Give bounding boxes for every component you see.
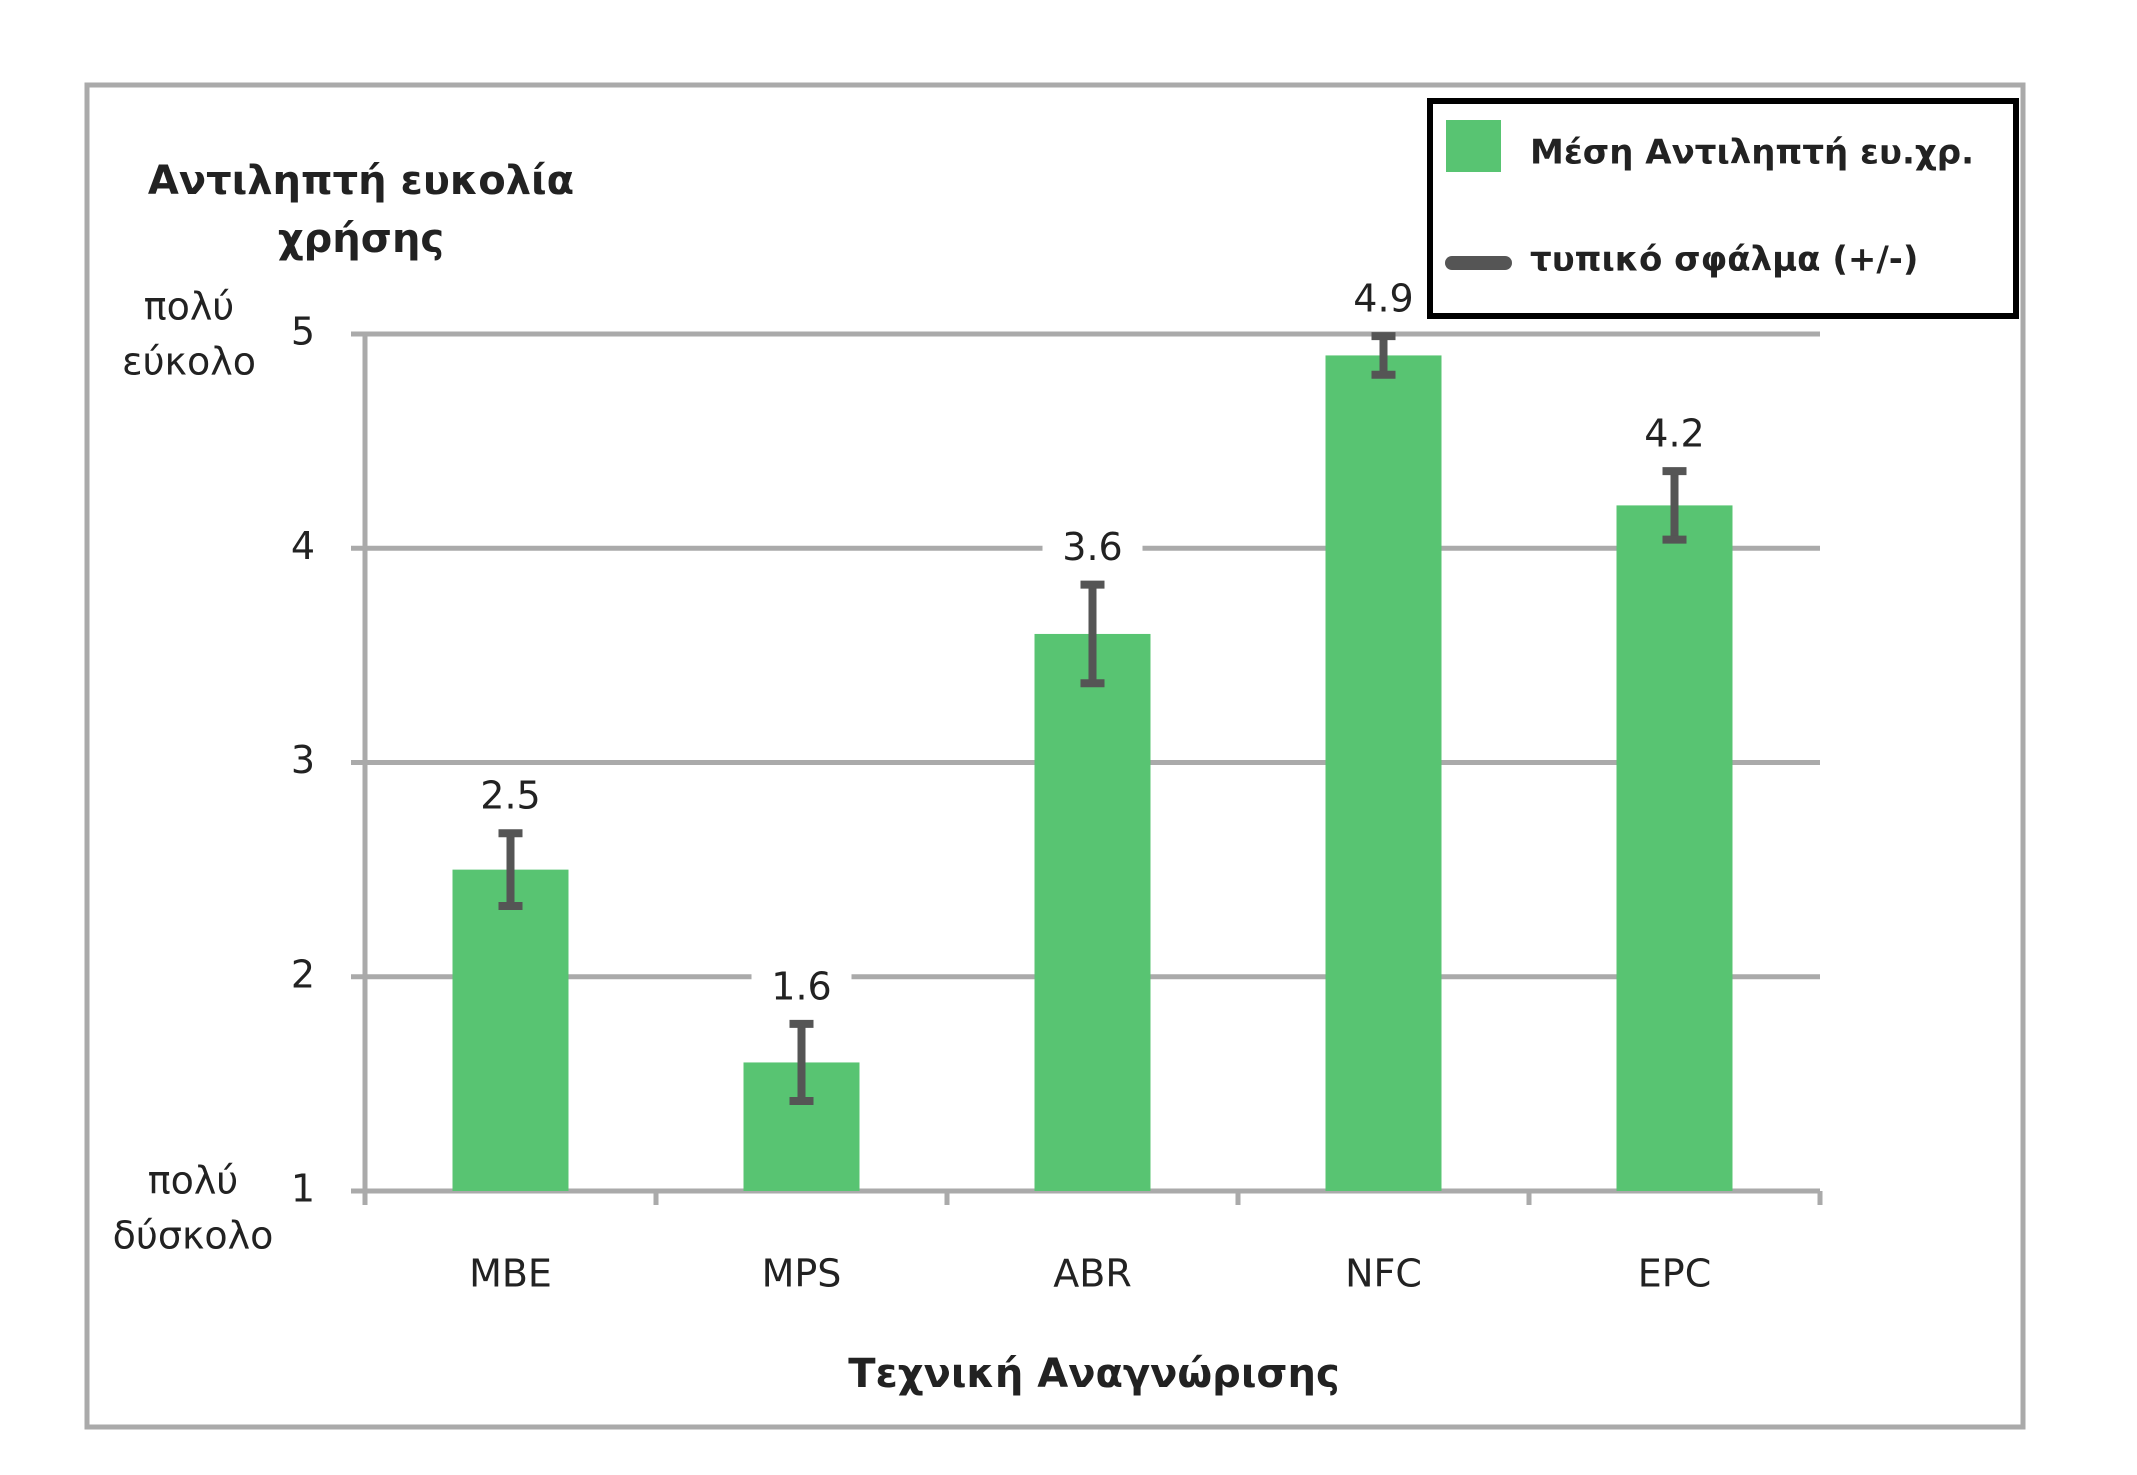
data-label: 1.6	[771, 964, 831, 1008]
bar	[452, 869, 569, 1191]
data-label-bg	[1333, 276, 1434, 327]
error-bar	[789, 1019, 814, 1106]
y-axis-title: Αντιληπτή ευκολία	[148, 158, 574, 204]
chart-frame	[84, 82, 2026, 1430]
x-axis-title: Τεχνική Αναγνώρισης	[848, 1351, 1340, 1397]
y-tick-label: 5	[291, 310, 315, 354]
data-label-bg	[1042, 524, 1143, 575]
annotation: πολύ	[148, 1159, 239, 1203]
legend-swatch	[1446, 120, 1501, 172]
x-tick-label: MBE	[469, 1252, 552, 1296]
data-label-bg	[751, 963, 852, 1014]
y-tick-label: 2	[291, 952, 315, 996]
error-bar	[1371, 332, 1396, 379]
bar	[1034, 633, 1151, 1191]
legend-label: Μέση Αντιληπτή ευ.χρ.	[1530, 133, 1974, 173]
x-tick-label: NFC	[1345, 1252, 1422, 1296]
data-label: 4.2	[1644, 412, 1704, 456]
legend-box	[1427, 98, 2019, 319]
data-label: 4.9	[1353, 277, 1413, 321]
bar	[1325, 355, 1442, 1191]
legend-label: τυπικό σφάλμα (+/-)	[1530, 240, 1918, 280]
x-tick-label: MPS	[762, 1252, 842, 1296]
y-tick-label: 4	[291, 524, 315, 568]
error-bar	[1080, 580, 1105, 688]
y-tick-label: 3	[291, 738, 315, 782]
data-label: 2.5	[480, 774, 540, 818]
data-label: 3.6	[1062, 525, 1122, 569]
y-axis-title: χρήσης	[278, 216, 444, 262]
annotation: δύσκολο	[113, 1214, 274, 1258]
annotation: πολύ	[144, 285, 235, 329]
bar	[1616, 505, 1733, 1191]
error-bar	[1662, 467, 1687, 544]
x-tick-label: EPC	[1638, 1252, 1711, 1296]
x-tick-label: ABR	[1053, 1252, 1131, 1296]
data-label-bg	[1624, 411, 1725, 462]
error-bar	[498, 829, 523, 911]
y-tick-label: 1	[291, 1167, 315, 1211]
annotation: εύκολο	[122, 340, 256, 384]
data-label-bg	[460, 773, 561, 824]
